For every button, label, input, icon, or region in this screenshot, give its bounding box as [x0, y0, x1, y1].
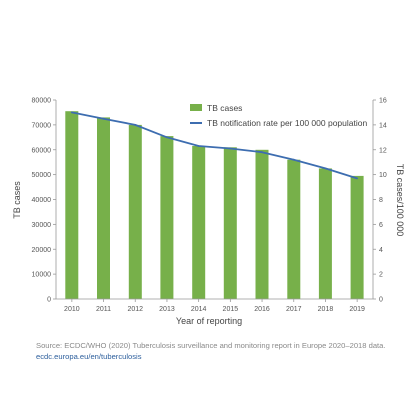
rate-point-2013 — [166, 136, 168, 139]
bar-2016 — [255, 149, 269, 300]
y-left-tick-label: 70000 — [32, 122, 52, 129]
rate-point-2017 — [292, 158, 295, 161]
y-left-tick-label: 0 — [47, 297, 51, 304]
bar-2017 — [287, 159, 301, 299]
x-tick-label-2012: 2012 — [127, 306, 143, 313]
rate-point-2011 — [102, 117, 105, 120]
x-tick-label-2018: 2018 — [318, 306, 334, 313]
y-left-tick-label: 50000 — [32, 172, 52, 179]
rate-point-2014 — [197, 145, 200, 147]
legend-label-line: TB notification rate per 100 000 populat… — [207, 118, 367, 128]
y-right-tick-label: 12 — [379, 147, 387, 154]
y-right-tick-label: 4 — [379, 247, 383, 254]
x-tick-label-2015: 2015 — [223, 306, 239, 313]
bar-2014 — [192, 146, 206, 299]
x-tick-label-2014: 2014 — [191, 306, 207, 313]
legend: TB cases TB notification rate per 100 000… — [190, 103, 367, 128]
bar-2018 — [318, 168, 332, 299]
source-link[interactable]: ecdc.europa.eu/en/tuberculosis — [36, 352, 142, 361]
x-tick-label-2017: 2017 — [286, 306, 302, 313]
y-right-tick-label: 2 — [379, 272, 383, 279]
y-left-tick-label: 20000 — [32, 247, 52, 254]
y-right-tick-label: 14 — [379, 122, 387, 129]
bar-2010 — [65, 111, 79, 299]
rate-point-2015 — [229, 147, 232, 150]
x-tick-label-2013: 2013 — [159, 306, 175, 313]
bars-group — [65, 111, 364, 300]
legend-label-bar: TB cases — [207, 103, 242, 113]
rate-point-2016 — [261, 151, 263, 154]
x-tick-label-2011: 2011 — [96, 306, 111, 313]
y-left-tick-label: 10000 — [32, 272, 52, 279]
rate-point-2012 — [134, 124, 137, 126]
source-text: Source: ECDC/WHO (2020) Tuberculosis sur… — [36, 341, 386, 350]
rate-point-2010 — [70, 111, 73, 114]
y-right-tick-label: 6 — [379, 222, 383, 229]
x-tick-label-2010: 2010 — [64, 306, 80, 313]
bar-2012 — [128, 124, 142, 300]
y-left-tick-label: 30000 — [32, 222, 52, 229]
x-tick-label-2019: 2019 — [349, 306, 365, 313]
bar-2015 — [223, 147, 237, 299]
x-tick-label-2016: 2016 — [254, 306, 270, 313]
y-axis-title-right: TB cases/100 000 — [395, 164, 405, 237]
x-axis-title: Year of reporting — [176, 316, 242, 326]
rate-line — [71, 111, 358, 180]
legend-swatch-bar — [190, 104, 202, 111]
y-right-tick-label: 0 — [379, 297, 383, 304]
y-left-tick-label: 40000 — [32, 197, 52, 204]
rate-point-2018 — [324, 167, 327, 170]
y-axis-title-left: TB cases — [12, 181, 22, 219]
axes-group: 0 10000 20000 30000 40000 50000 60000 70000 8000… — [32, 98, 387, 314]
y-right-tick-label: 16 — [379, 98, 387, 105]
y-right-tick-label: 8 — [379, 197, 383, 204]
source-note: Source: ECDC/WHO (2020) Tuberculosis sur… — [36, 340, 411, 362]
y-right-tick-label: 10 — [379, 172, 387, 179]
y-left-tick-label: 80000 — [32, 98, 52, 105]
y-left-tick-label: 60000 — [32, 147, 52, 154]
chart: 0 10000 20000 30000 40000 50000 60000 70000 8000… — [12, 98, 405, 327]
rate-line-group — [70, 111, 358, 180]
rate-point-2019 — [356, 177, 358, 180]
bar-2019 — [350, 175, 364, 299]
bar-2013 — [160, 136, 174, 299]
bar-2011 — [97, 117, 110, 300]
